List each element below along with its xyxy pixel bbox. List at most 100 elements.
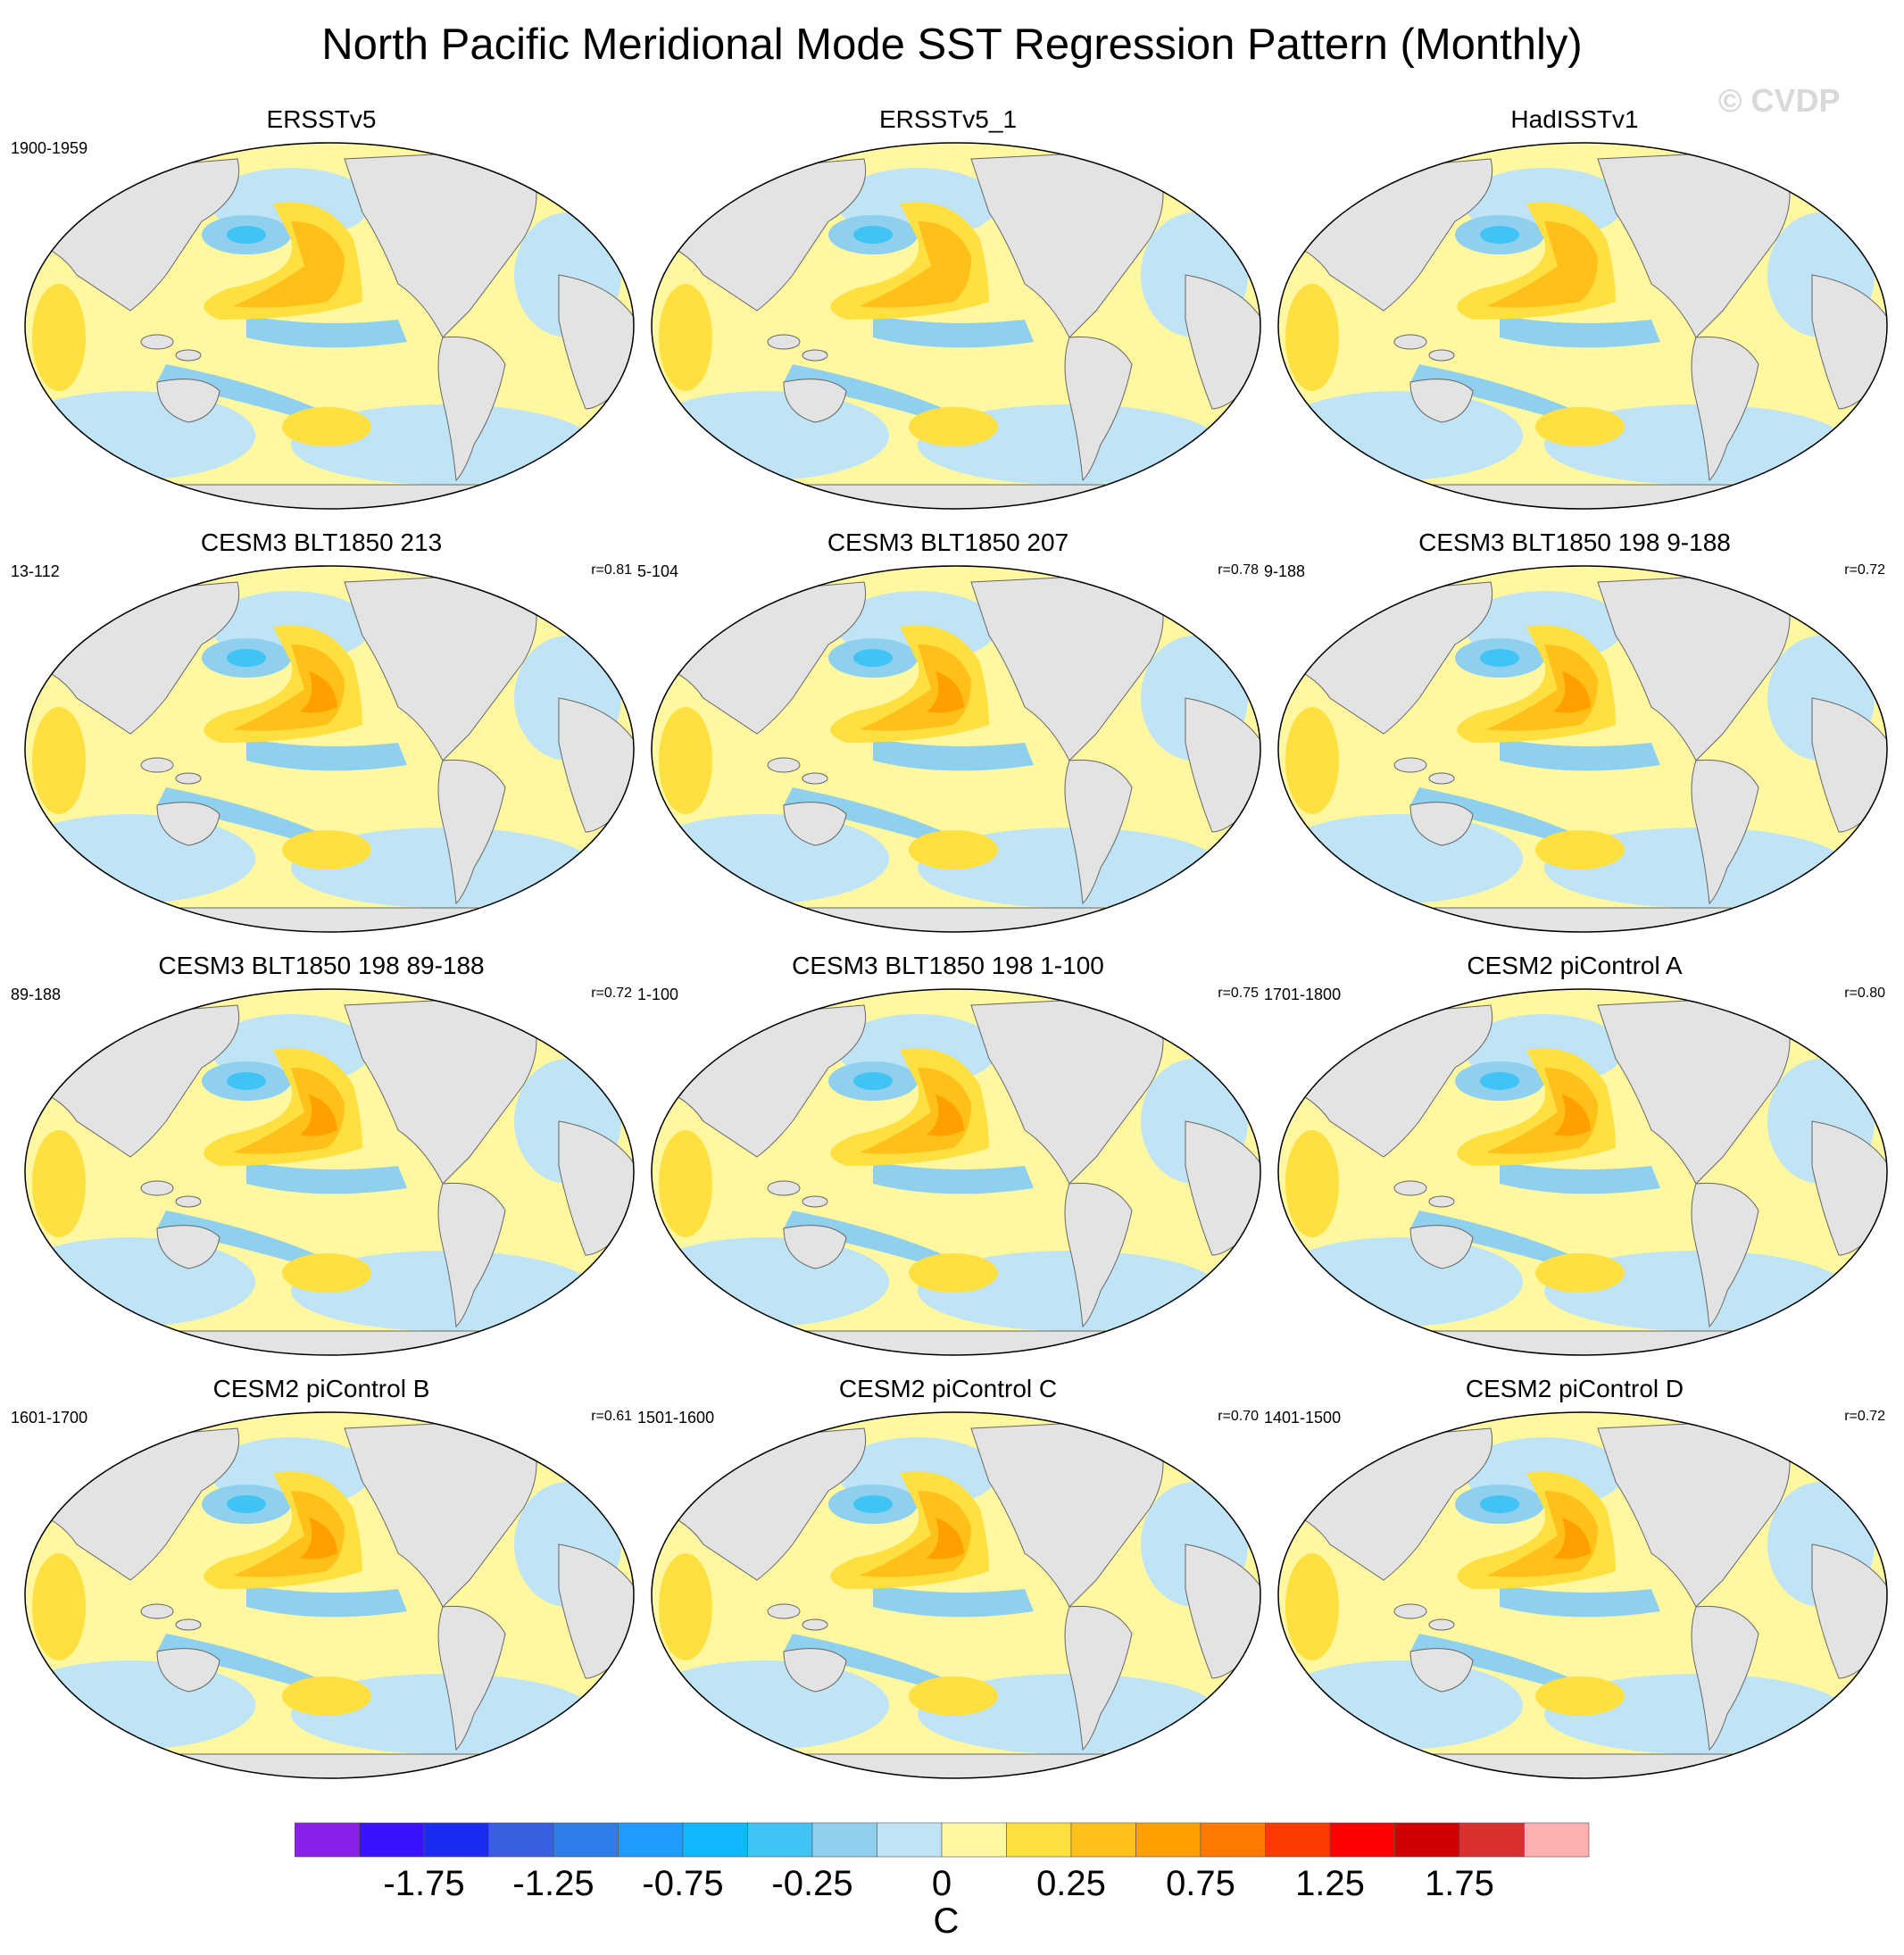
cool-anomaly bbox=[227, 226, 266, 244]
land-north-america bbox=[344, 1418, 537, 1608]
land-australia bbox=[783, 802, 847, 846]
colorbar-swatch bbox=[553, 1822, 619, 1858]
sst-map bbox=[1277, 988, 1888, 1356]
colorbar-tick-label: 0 bbox=[931, 1864, 952, 1903]
sst-map bbox=[1277, 142, 1888, 510]
land-islands bbox=[175, 1195, 202, 1208]
land-south-america bbox=[1064, 1605, 1133, 1751]
land-antarctica bbox=[1278, 1330, 1887, 1355]
cool-tongue bbox=[1410, 1210, 1571, 1264]
cool-tongue bbox=[246, 1585, 407, 1618]
colorbar-tick-label: -0.25 bbox=[771, 1864, 853, 1903]
panel-correlation: r=0.78 bbox=[1218, 562, 1259, 578]
warm-anomaly bbox=[282, 830, 371, 869]
panel-title: CESM2 piControl B bbox=[212, 1375, 430, 1402]
land-south-america bbox=[1691, 336, 1759, 482]
land-south-america bbox=[437, 1605, 506, 1751]
panel-correlation: r=0.81 bbox=[591, 562, 632, 578]
map-outline bbox=[651, 988, 1261, 1356]
map-outline bbox=[24, 565, 635, 933]
panel-title: CESM2 piControl C bbox=[838, 1375, 1058, 1402]
warm-anomaly bbox=[1285, 1553, 1339, 1660]
cool-tongue bbox=[157, 787, 318, 841]
sst-map bbox=[24, 988, 635, 1356]
cool-anomaly bbox=[227, 1072, 266, 1090]
colorbar-swatch bbox=[1329, 1822, 1395, 1858]
panel-years: 1401-1500 bbox=[1264, 1409, 1342, 1427]
cool-tongue bbox=[873, 315, 1034, 348]
colorbar-swatch bbox=[295, 1822, 360, 1858]
land-north-america bbox=[1597, 149, 1791, 338]
land-australia bbox=[156, 379, 220, 423]
warm-anomaly bbox=[909, 1676, 998, 1716]
land-antarctica bbox=[1278, 484, 1887, 509]
land-islands bbox=[767, 757, 801, 773]
land-south-america bbox=[1691, 759, 1759, 905]
cool-anomaly bbox=[652, 1660, 889, 1750]
colorbar-swatch bbox=[1394, 1822, 1460, 1858]
panel-years: 9-188 bbox=[1264, 562, 1306, 580]
land-antarctica bbox=[25, 907, 634, 932]
colorbar-swatch bbox=[1459, 1822, 1525, 1858]
colorbar-swatch bbox=[877, 1822, 943, 1858]
land-islands bbox=[140, 334, 174, 350]
land-north-america bbox=[970, 995, 1164, 1185]
land-australia bbox=[783, 1225, 847, 1269]
land-islands bbox=[802, 772, 828, 785]
land-antarctica bbox=[652, 484, 1260, 509]
colorbar-tick-label: 1.25 bbox=[1295, 1864, 1365, 1903]
colorbar-swatch bbox=[1006, 1822, 1072, 1858]
sst-map bbox=[24, 142, 635, 510]
colorbar-swatch bbox=[1265, 1822, 1331, 1858]
land-islands bbox=[140, 1603, 174, 1619]
land-south-america bbox=[1691, 1182, 1759, 1328]
land-south-america bbox=[437, 759, 506, 905]
land-islands bbox=[802, 1618, 828, 1631]
panel-correlation: r=0.72 bbox=[1844, 562, 1885, 578]
cool-tongue bbox=[1500, 1585, 1660, 1618]
cool-anomaly bbox=[1278, 814, 1523, 903]
warm-anomaly bbox=[32, 284, 86, 391]
sst-map bbox=[651, 988, 1261, 1356]
panel-correlation: r=0.75 bbox=[1218, 986, 1259, 1001]
land-islands bbox=[767, 1603, 801, 1619]
colorbar-swatch bbox=[488, 1822, 554, 1858]
warm-core bbox=[927, 1094, 964, 1136]
cool-tongue bbox=[873, 1161, 1034, 1194]
warm-anomaly bbox=[1535, 1676, 1625, 1716]
land-australia bbox=[783, 1648, 847, 1693]
land-antarctica bbox=[25, 484, 634, 509]
panel-title: ERSSTv5_1 bbox=[878, 105, 1018, 133]
land-islands bbox=[1393, 757, 1427, 773]
land-islands bbox=[175, 1618, 202, 1631]
map-panel: CESM3 BLT1850 198 89-188 89-188 r=0.72 bbox=[9, 952, 635, 1371]
land-antarctica bbox=[1278, 907, 1887, 932]
land-antarctica bbox=[25, 1330, 634, 1355]
panel-correlation: r=0.70 bbox=[1218, 1409, 1259, 1424]
cvdp-watermark: © CVDP bbox=[1718, 82, 1841, 119]
land-north-america bbox=[970, 1418, 1164, 1608]
cool-anomaly bbox=[1480, 1495, 1519, 1513]
cool-tongue bbox=[784, 787, 944, 841]
land-australia bbox=[1409, 802, 1474, 846]
map-panel: CESM3 BLT1850 207 5-104 r=0.78 bbox=[636, 528, 1261, 948]
colorbar-swatch bbox=[941, 1822, 1007, 1858]
sst-map bbox=[1277, 565, 1888, 933]
cool-tongue bbox=[1410, 364, 1571, 418]
panel-title: CESM3 BLT1850 213 bbox=[200, 528, 443, 556]
panel-title: CESM3 BLT1850 198 9-188 bbox=[1418, 528, 1731, 556]
land-south-america bbox=[1691, 1605, 1759, 1751]
panel-title: CESM3 BLT1850 207 bbox=[827, 528, 1069, 556]
figure-title: North Pacific Meridional Mode SST Regres… bbox=[321, 21, 1583, 69]
map-outline bbox=[1277, 1411, 1888, 1779]
cool-tongue bbox=[784, 364, 944, 418]
land-north-america bbox=[344, 995, 537, 1185]
cool-anomaly bbox=[853, 226, 893, 244]
warm-anomaly bbox=[659, 284, 712, 391]
map-outline bbox=[24, 988, 635, 1356]
cool-tongue bbox=[157, 1634, 318, 1687]
cool-anomaly bbox=[1480, 226, 1519, 244]
warm-anomaly bbox=[282, 407, 371, 446]
warm-anomaly bbox=[32, 707, 86, 814]
cool-tongue bbox=[1410, 787, 1571, 841]
